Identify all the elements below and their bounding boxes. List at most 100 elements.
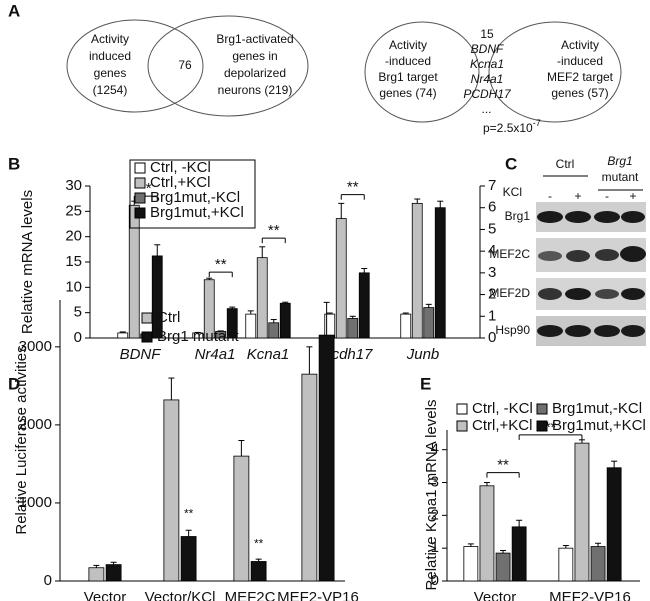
x-tick-label: Junb — [406, 346, 440, 363]
significance: ** — [254, 536, 264, 550]
significance: ** — [215, 256, 227, 273]
significance: ** — [347, 179, 359, 196]
bar — [606, 467, 622, 582]
venn-label: genes (74) — [379, 86, 436, 100]
venn-circle — [147, 15, 309, 117]
y-tick-label: 1 — [431, 539, 439, 556]
bar — [163, 399, 180, 582]
venn-overlap: 15 — [480, 27, 494, 41]
significance: ** — [184, 507, 194, 521]
lane-label: - — [548, 189, 552, 203]
blot-bands — [536, 202, 646, 346]
legend-label: Ctrl, -KCl — [150, 159, 211, 176]
legend-label: Brg1mut,+KCl — [150, 204, 244, 221]
y-tick-label: 0 — [431, 572, 439, 589]
legend-swatch — [536, 420, 548, 432]
x-tick-label: Vector — [474, 589, 517, 601]
y-tick-label: 6 — [488, 199, 496, 216]
x-tick-label: BDNF — [120, 346, 162, 363]
y-axis-label: Relative Kcna1 mRNA levels — [423, 400, 440, 591]
legend-swatch — [456, 420, 468, 432]
significance: ** — [545, 419, 557, 436]
panel-letter: B — [8, 154, 20, 173]
venn-label: Activity — [91, 32, 129, 46]
bar — [233, 455, 250, 582]
legend-swatch — [141, 312, 153, 324]
x-tick-label: Vector/KCl — [145, 589, 216, 601]
venn-label: Activity — [561, 38, 599, 52]
legend-swatch — [134, 207, 146, 219]
venn-label: genes — [94, 66, 127, 80]
legend-label: Ctrl, -KCl — [472, 400, 533, 417]
venn-overlap: ... — [482, 102, 492, 116]
bar — [411, 202, 423, 339]
venn-label: depolarized — [224, 66, 286, 80]
x-tick-label: MEF2-VP16 — [277, 589, 359, 601]
group-label: Brg1 — [607, 154, 632, 168]
bar — [347, 318, 359, 339]
legend-label: Ctrl,+KCl — [150, 174, 210, 191]
venn-label: -induced — [557, 54, 603, 68]
legend-label: Brg1mut,-KCl — [150, 189, 240, 206]
y-tick-label: 10 — [65, 278, 82, 295]
y-tick-label: 3000 — [19, 338, 52, 355]
row-label: MEF2D — [489, 286, 530, 300]
y-tick-label: 1 — [488, 307, 496, 324]
y-tick-label: 25 — [65, 202, 82, 219]
venn-circle — [364, 21, 480, 123]
venn-label: genes (57) — [551, 86, 608, 100]
bar — [434, 207, 446, 339]
venn-label: genes in — [232, 49, 277, 63]
venn-overlap: Nr4a1 — [471, 72, 504, 86]
venn-label: Brg1-activated — [216, 32, 293, 46]
bar — [479, 485, 495, 582]
row-label: MEF2C — [489, 247, 530, 261]
bar — [558, 547, 574, 582]
group-label: mutant — [602, 170, 639, 184]
y-tick-label: 4 — [488, 242, 496, 259]
legend-swatch — [134, 162, 146, 174]
bar — [117, 332, 129, 339]
bar — [105, 564, 122, 582]
x-tick-label: Vector — [84, 589, 127, 601]
y-axis-label: Relative Luciferase activities — [13, 345, 30, 534]
legend-swatch — [134, 192, 146, 204]
significance: ** — [497, 457, 509, 474]
y-tick-label: 0 — [488, 329, 496, 346]
treatment-label: KCl — [503, 185, 522, 199]
bar — [335, 218, 347, 339]
legend-box — [129, 159, 256, 229]
legend-swatch — [141, 331, 153, 343]
y-tick-label: 3 — [488, 264, 496, 281]
y-tick-label: 2 — [431, 506, 439, 523]
venn-label: neurons (219) — [218, 83, 293, 97]
legend-swatch — [536, 403, 548, 415]
venn-overlap: 76 — [178, 58, 192, 72]
bar — [495, 552, 511, 582]
x-tick-label: MEF2-VP16 — [549, 589, 631, 601]
bar — [511, 526, 527, 582]
y-tick-label: 0 — [44, 572, 52, 589]
y-tick-label: 20 — [65, 228, 82, 245]
bar — [88, 567, 105, 582]
y-tick-label: 5 — [488, 220, 496, 237]
legend-swatch — [456, 403, 468, 415]
venn-label: induced — [89, 49, 131, 63]
y-axis-label: Relative mRNA levels — [19, 190, 36, 334]
legend-label: Brg1mut,+KCl — [552, 417, 646, 434]
panel-letter: D — [8, 374, 20, 393]
lane-label: - — [605, 189, 609, 203]
venn-circle — [66, 19, 204, 113]
y-tick-label: 30 — [65, 177, 82, 194]
p-value-exp: -7 — [533, 118, 541, 128]
bar — [590, 546, 606, 582]
lane-label: + — [574, 189, 581, 203]
y-tick-label: 5 — [74, 304, 82, 321]
y-tick-label: 7 — [488, 177, 496, 194]
bar — [400, 313, 412, 339]
x-tick-label: MEF2C — [225, 589, 276, 601]
bar — [423, 307, 435, 339]
y-tick-label: 0 — [74, 329, 82, 346]
y-tick-label: 15 — [65, 253, 82, 270]
